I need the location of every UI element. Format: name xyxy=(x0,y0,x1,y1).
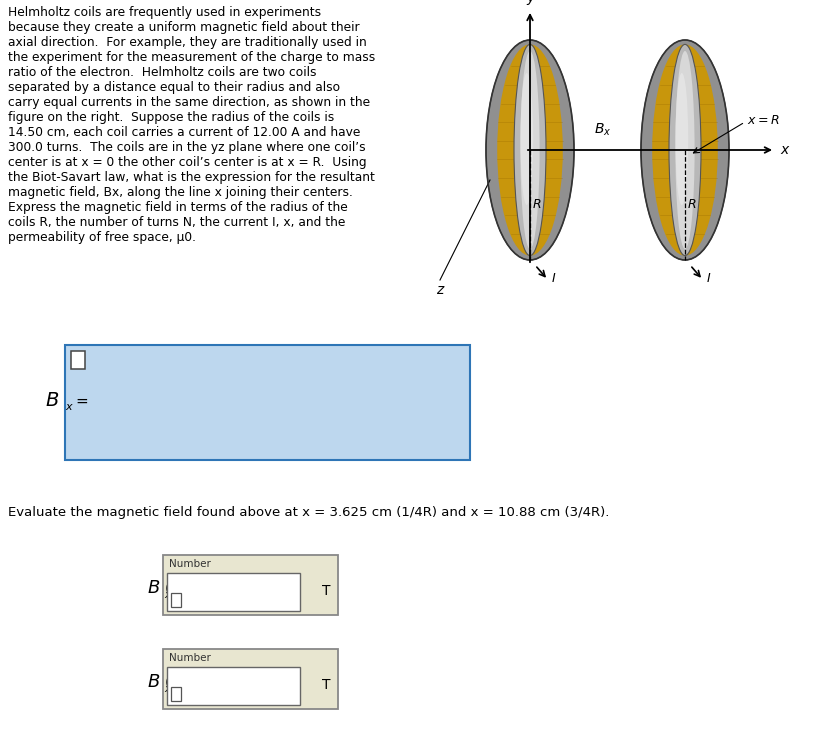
Ellipse shape xyxy=(514,44,546,256)
Text: $\mathit{B_x}$: $\mathit{B_x}$ xyxy=(594,121,611,138)
Text: $(3.625) =$: $(3.625) =$ xyxy=(164,580,229,596)
Text: Evaluate the magnetic field found above at x = 3.625 cm (1/4R) and x = 10.88 cm : Evaluate the magnetic field found above … xyxy=(8,506,609,519)
Text: T: T xyxy=(321,584,330,598)
Text: R: R xyxy=(688,198,697,212)
FancyBboxPatch shape xyxy=(65,345,470,460)
Ellipse shape xyxy=(669,44,701,256)
Text: $\mathit{x}$: $\mathit{x}$ xyxy=(164,590,173,600)
Text: $(10.88) =$: $(10.88) =$ xyxy=(164,674,229,690)
Text: ratio of the electron.  Helmholtz coils are two coils: ratio of the electron. Helmholtz coils a… xyxy=(8,66,317,79)
Text: magnetic field, Bx, along the line x joining their centers.: magnetic field, Bx, along the line x joi… xyxy=(8,186,353,199)
Text: center is at x = 0 the other coil’s center is at x = R.  Using: center is at x = 0 the other coil’s cent… xyxy=(8,156,366,169)
Text: permeability of free space, μ0.: permeability of free space, μ0. xyxy=(8,231,196,244)
Text: coils R, the number of turns N, the current I, x, and the: coils R, the number of turns N, the curr… xyxy=(8,216,345,229)
Text: Number: Number xyxy=(169,653,211,663)
Text: x: x xyxy=(780,143,789,157)
Text: $x = R$: $x = R$ xyxy=(747,114,780,127)
Text: z: z xyxy=(436,283,443,297)
Text: Helmholtz coils are frequently used in experiments: Helmholtz coils are frequently used in e… xyxy=(8,6,321,19)
Text: I: I xyxy=(707,271,711,284)
Text: Number: Number xyxy=(169,559,211,569)
Ellipse shape xyxy=(641,40,729,260)
Ellipse shape xyxy=(676,51,694,249)
Text: 300.0 turns.  The coils are in the yz plane where one coil’s: 300.0 turns. The coils are in the yz pla… xyxy=(8,141,366,154)
Text: $\mathit{x}$: $\mathit{x}$ xyxy=(164,684,173,694)
Text: 14.50 cm, each coil carries a current of 12.00 A and have: 14.50 cm, each coil carries a current of… xyxy=(8,126,361,139)
Ellipse shape xyxy=(520,51,540,249)
Text: the Biot-Savart law, what is the expression for the resultant: the Biot-Savart law, what is the express… xyxy=(8,171,375,184)
Ellipse shape xyxy=(486,40,574,260)
Bar xyxy=(167,667,300,705)
Text: I: I xyxy=(552,271,555,284)
Text: axial direction.  For example, they are traditionally used in: axial direction. For example, they are t… xyxy=(8,36,366,49)
Text: $\mathbf{\mathit{B}}$: $\mathbf{\mathit{B}}$ xyxy=(45,391,59,410)
Text: figure on the right.  Suppose the radius of the coils is: figure on the right. Suppose the radius … xyxy=(8,111,335,124)
Text: $\mathbf{\mathit{B}}$: $\mathbf{\mathit{B}}$ xyxy=(146,673,160,691)
Ellipse shape xyxy=(520,73,533,205)
Text: the experiment for the measurement of the charge to mass: the experiment for the measurement of th… xyxy=(8,51,375,64)
Text: $\mathit{x}$: $\mathit{x}$ xyxy=(65,403,74,412)
Text: $=$: $=$ xyxy=(73,393,89,408)
FancyBboxPatch shape xyxy=(163,555,338,615)
Text: R: R xyxy=(533,198,542,212)
Text: $\mathbf{\mathit{B}}$: $\mathbf{\mathit{B}}$ xyxy=(146,579,160,597)
Ellipse shape xyxy=(497,44,563,256)
Text: Express the magnetic field in terms of the radius of the: Express the magnetic field in terms of t… xyxy=(8,201,348,214)
Text: y: y xyxy=(526,0,534,5)
Ellipse shape xyxy=(676,73,688,205)
Bar xyxy=(171,593,181,607)
Text: because they create a uniform magnetic field about their: because they create a uniform magnetic f… xyxy=(8,21,360,34)
Text: carry equal currents in the same direction, as shown in the: carry equal currents in the same directi… xyxy=(8,96,370,109)
Bar xyxy=(71,351,85,369)
Text: separated by a distance equal to their radius and also: separated by a distance equal to their r… xyxy=(8,81,340,94)
Bar xyxy=(171,687,181,701)
FancyBboxPatch shape xyxy=(163,649,338,709)
Bar xyxy=(167,573,300,611)
Text: T: T xyxy=(321,678,330,692)
Ellipse shape xyxy=(652,44,718,256)
